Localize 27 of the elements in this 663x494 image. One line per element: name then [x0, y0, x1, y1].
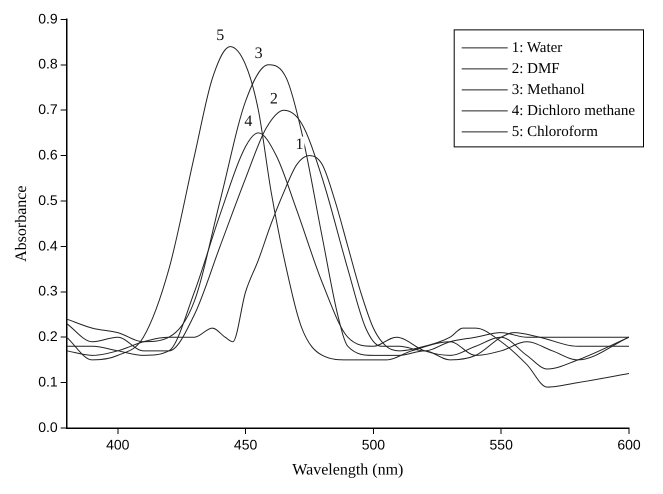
- annotation: 1: [295, 136, 304, 153]
- legend-label: 4: Dichloro methane: [512, 102, 636, 119]
- x-axis-title: Wavelength (nm): [292, 462, 404, 479]
- y-axis-title: Absorbance: [12, 185, 30, 262]
- x-tick-label: 400: [106, 436, 130, 452]
- x-tick-label: 600: [617, 436, 641, 452]
- y-tick-label: 0.9: [38, 10, 58, 26]
- legend-label: 3: Methanol: [512, 82, 585, 98]
- legend-label: 5: Chloroform: [512, 124, 598, 140]
- y-tick-label: 0.0: [38, 418, 58, 435]
- annotation: 3: [254, 45, 263, 62]
- y-tick-label: 0.2: [38, 328, 58, 344]
- y-tick-label: 0.3: [38, 282, 58, 299]
- legend-label: 1: Water: [512, 40, 562, 56]
- legend-label: 2: DMF: [512, 60, 560, 77]
- annotation: 2: [270, 90, 278, 108]
- y-tick-label: 0.8: [38, 56, 58, 72]
- annotation: 5: [216, 26, 224, 44]
- x-tick-label: 550: [490, 436, 514, 452]
- x-tick-label: 450: [234, 436, 258, 452]
- y-tick-label: 0.7: [38, 101, 58, 118]
- y-tick-label: 0.5: [38, 192, 58, 208]
- x-tick-label: 500: [362, 436, 386, 452]
- y-tick-label: 0.1: [38, 373, 58, 390]
- y-tick-label: 0.6: [38, 146, 58, 162]
- y-tick-label: 0.4: [38, 237, 58, 254]
- annotation: 4: [244, 113, 252, 130]
